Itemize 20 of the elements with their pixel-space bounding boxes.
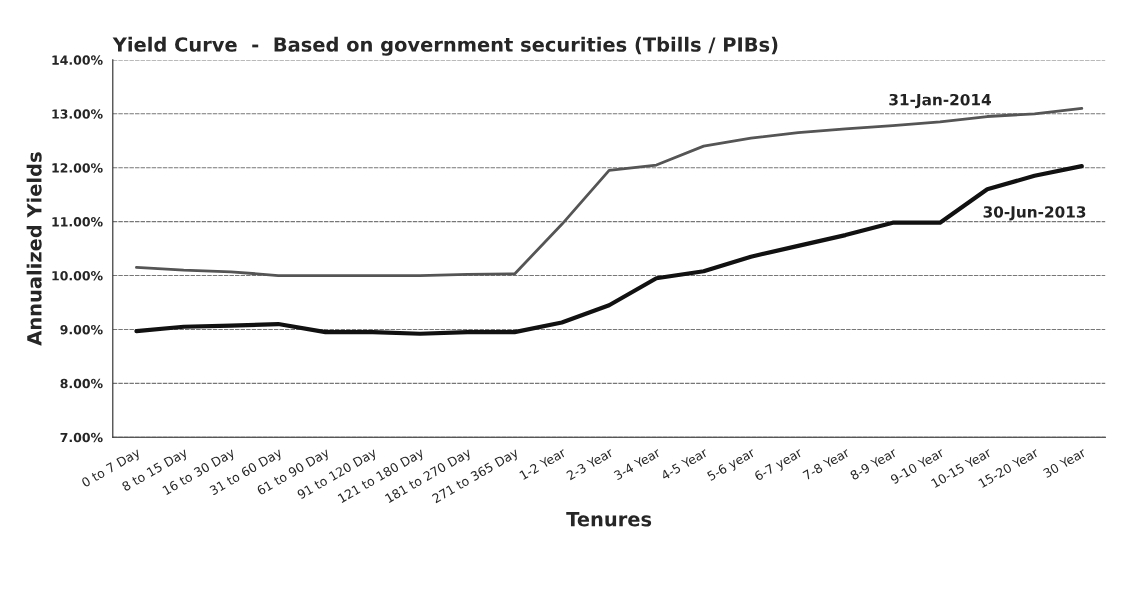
series-label: 30-Jun-2013 bbox=[983, 206, 1086, 221]
x-tick-label: 30 Year bbox=[1042, 447, 1087, 479]
x-tick-label: 7-8 Year bbox=[802, 447, 851, 481]
x-tick-label: 3-4 Year bbox=[613, 447, 662, 481]
y-tick-label: 12.00% bbox=[52, 163, 103, 173]
y-tick-label: 13.00% bbox=[52, 109, 103, 119]
y-tick-label: 9.00% bbox=[60, 324, 103, 335]
y-tick-label: 8.00% bbox=[60, 378, 103, 389]
y-tick-label: 11.00% bbox=[52, 217, 103, 227]
x-tick-label: 1-2 Year bbox=[519, 447, 567, 481]
y-tick-label: 10.00% bbox=[52, 271, 103, 281]
y-tick-label: 14.00% bbox=[52, 55, 103, 65]
x-tick-label: 2-3 Year bbox=[565, 447, 614, 481]
y-tick-label: 7.00% bbox=[60, 432, 103, 443]
x-axis-title: Tenures bbox=[566, 512, 652, 527]
series-label: 31-Jan-2014 bbox=[889, 93, 991, 109]
line-series bbox=[135, 107, 1084, 277]
chart-title: Yield Curve - Based on government securities (Tbills / PIBs) bbox=[112, 36, 778, 56]
y-axis-title: Annualized Yields bbox=[26, 152, 42, 346]
line-series bbox=[134, 164, 1084, 336]
